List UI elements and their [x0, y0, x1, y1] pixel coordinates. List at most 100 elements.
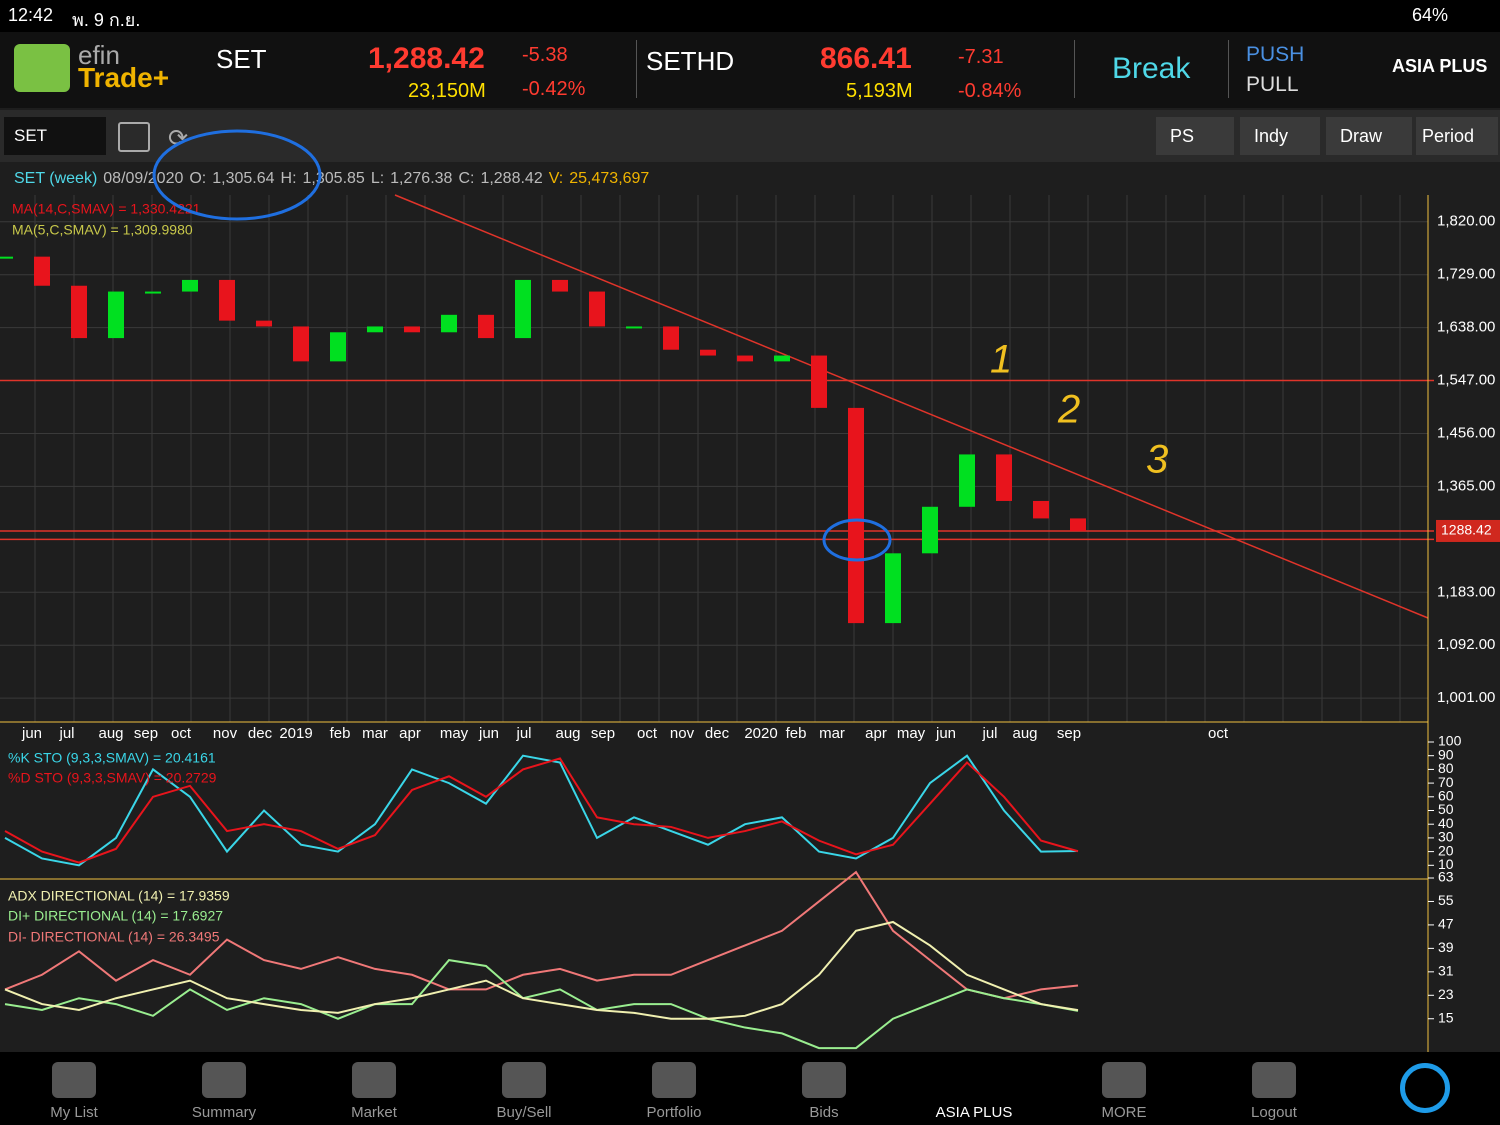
y-tick-label: 10 — [1438, 856, 1454, 872]
candle — [0, 256, 13, 259]
candle — [996, 454, 1012, 501]
nav-label[interactable]: ASIA PLUS — [935, 1104, 1013, 1121]
nav-icon[interactable] — [202, 1062, 246, 1098]
y-tick-label: 50 — [1438, 801, 1454, 817]
brand: ASIA PLUS — [1392, 56, 1488, 76]
k-line — [4, 754, 1079, 867]
x-tick-label: apr — [399, 725, 421, 742]
y-tick-label: 31 — [1438, 963, 1454, 979]
info-v-label: V: — [548, 170, 564, 187]
nav-label[interactable]: Bids — [809, 1104, 839, 1121]
y-tick-label: 1,729.00 — [1437, 266, 1495, 283]
y-tick-label: 39 — [1438, 939, 1454, 955]
toolbar-button[interactable]: Period — [1416, 117, 1498, 155]
calendar-icon[interactable] — [118, 122, 150, 152]
quote-percent: -0.42% — [522, 78, 586, 100]
x-tick-label: mar — [819, 725, 845, 742]
battery: 64% — [1412, 5, 1449, 25]
y-tick-label: 55 — [1438, 892, 1454, 908]
x-tick-label: jun — [21, 725, 42, 742]
nav-icon[interactable] — [502, 1062, 546, 1098]
di-plus-line — [4, 959, 1079, 1050]
candle — [811, 355, 827, 408]
x-tick-label: nov — [213, 725, 238, 742]
annotation: 3 — [1146, 438, 1168, 482]
nav-icon[interactable] — [802, 1062, 846, 1098]
info-c-label: C: — [458, 170, 475, 187]
nav-icon[interactable] — [652, 1062, 696, 1098]
y-tick-label: 1,001.00 — [1437, 689, 1495, 706]
logo-top: efin — [78, 40, 120, 70]
refresh-fab[interactable] — [1400, 1063, 1450, 1113]
highlight-circle — [152, 129, 322, 221]
info-o-label: O: — [189, 170, 207, 187]
nav-icon[interactable] — [1252, 1062, 1296, 1098]
x-tick-label: aug — [555, 725, 580, 742]
nav-label[interactable]: Summary — [191, 1104, 257, 1121]
candle — [219, 279, 235, 321]
annotation: 2 — [1057, 388, 1080, 432]
adx-line — [4, 920, 1079, 1020]
nav-label[interactable]: Portfolio — [646, 1104, 702, 1121]
x-tick-label: oct — [1208, 725, 1229, 742]
toolbar-button[interactable]: PS — [1156, 117, 1234, 155]
quote-symbol[interactable]: SET — [216, 44, 267, 74]
pull-button[interactable]: PULL — [1246, 73, 1299, 96]
push-button[interactable]: PUSH — [1246, 43, 1305, 66]
y-tick-label: 1,183.00 — [1437, 583, 1495, 600]
ma5-label: MA(5,C,SMAV) = 1,309.9980 — [12, 222, 193, 238]
candle — [441, 314, 457, 333]
candle — [848, 407, 864, 624]
last-price-tag — [1436, 519, 1500, 542]
y-tick-label: 1,456.00 — [1437, 424, 1495, 441]
nav-icon[interactable] — [352, 1062, 396, 1098]
divider — [1074, 40, 1075, 98]
quote-symbol[interactable]: SETHD — [646, 46, 735, 76]
nav-icon[interactable] — [52, 1062, 96, 1098]
info-name: SET (week) — [14, 170, 98, 187]
x-tick-label: dec — [705, 725, 730, 742]
y-tick-label: 20 — [1438, 842, 1454, 858]
nav-label[interactable]: Market — [351, 1104, 397, 1121]
break-button[interactable]: Break — [1112, 52, 1191, 85]
x-tick-label: may — [440, 725, 469, 742]
y-tick-label: 63 — [1438, 869, 1454, 885]
info-date: 08/09/2020 — [103, 170, 184, 187]
candle — [737, 355, 753, 362]
candle — [330, 332, 346, 362]
x-tick-label: sep — [1057, 725, 1081, 742]
candle — [145, 291, 161, 294]
x-tick-label: aug — [98, 725, 123, 742]
y-tick-label: 80 — [1438, 760, 1454, 776]
y-tick-label: 30 — [1438, 829, 1454, 845]
ma14-label: MA(14,C,SMAV) = 1,330.4221 — [12, 201, 201, 217]
info-h-label: H: — [280, 170, 297, 187]
adx-label: ADX DIRECTIONAL (14) = 17.9359 — [8, 888, 230, 904]
x-tick-label: 2019 — [279, 725, 312, 742]
toolbar-button[interactable]: Indy — [1240, 117, 1320, 155]
quote-change: -5.38 — [522, 44, 568, 66]
candle — [774, 355, 790, 362]
price-panel — [0, 195, 1428, 722]
nav-icon[interactable] — [1102, 1062, 1146, 1098]
quote-change: -7.31 — [958, 46, 1004, 68]
x-tick-label: jul — [515, 725, 531, 742]
symbol-input[interactable]: SET — [4, 117, 106, 155]
x-tick-label: sep — [591, 725, 615, 742]
nav-icon[interactable] — [952, 1062, 996, 1098]
x-tick-label: jun — [478, 725, 499, 742]
d-label: %D STO (9,3,3,SMAV) = 20.2729 — [8, 770, 217, 786]
nav-label[interactable]: My List — [50, 1104, 98, 1121]
candle — [922, 506, 938, 554]
nav-label[interactable]: MORE — [1101, 1104, 1147, 1121]
candle — [1070, 518, 1086, 531]
candle — [552, 279, 568, 292]
x-tick-label: nov — [670, 725, 695, 742]
divider — [636, 40, 637, 98]
last-price-label: 1288.42 — [1441, 522, 1492, 538]
dim-label: DI- DIRECTIONAL (14) = 26.3495 — [8, 929, 220, 945]
nav-label[interactable]: Buy/Sell — [496, 1104, 552, 1121]
nav-label[interactable]: Logout — [1251, 1104, 1297, 1121]
toolbar-button[interactable]: Draw — [1326, 117, 1412, 155]
